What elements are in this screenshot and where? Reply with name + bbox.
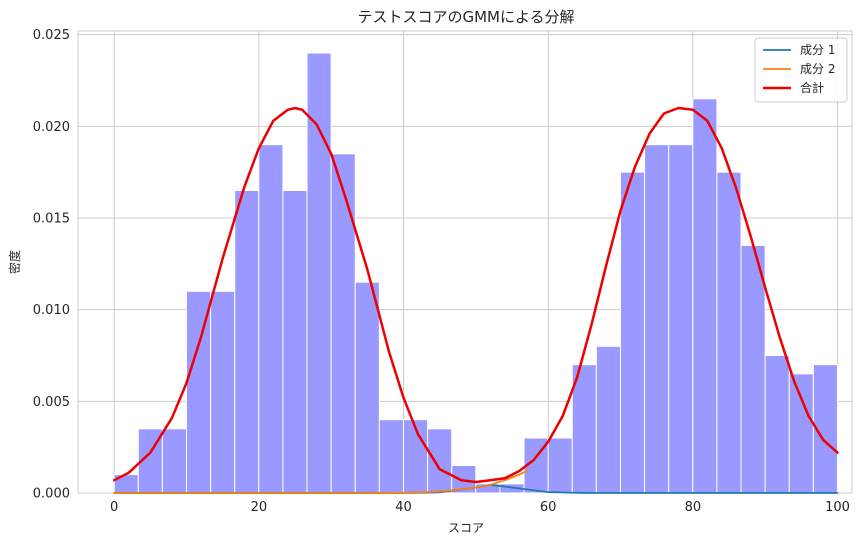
y-tick-label: 0.000 bbox=[33, 487, 70, 502]
histogram-bar bbox=[258, 144, 284, 494]
histogram-bar bbox=[402, 419, 429, 494]
histogram-bar bbox=[378, 419, 404, 494]
histogram-bar bbox=[354, 281, 380, 494]
histogram-bar bbox=[547, 437, 573, 494]
legend-label: 成分 2 bbox=[800, 62, 835, 76]
histogram-bar bbox=[619, 171, 646, 494]
histogram-bar bbox=[764, 355, 790, 494]
histogram-bar bbox=[644, 144, 670, 494]
histogram-bar bbox=[427, 428, 453, 494]
series-line-3 bbox=[112, 106, 839, 484]
histogram-bar bbox=[668, 144, 694, 494]
histogram-bar bbox=[740, 245, 766, 494]
x-tick-label: 20 bbox=[251, 500, 268, 515]
legend: 成分 1 成分 2 合計 bbox=[754, 37, 848, 103]
legend-label: 成分 1 bbox=[800, 43, 835, 57]
histogram-bar bbox=[595, 345, 621, 494]
histogram-bar bbox=[185, 290, 212, 494]
x-tick-label: 100 bbox=[825, 500, 850, 515]
y-tick-label: 0.020 bbox=[33, 120, 70, 135]
plot-area: 0 20 40 60 80 100 0.000 0.005 0.010 0.015 0.020 0.0… bbox=[33, 28, 853, 515]
histogram-bar bbox=[716, 171, 742, 494]
series-line-2 bbox=[113, 470, 528, 494]
y-tick-label: 0.015 bbox=[33, 212, 70, 227]
histogram-bar bbox=[788, 373, 814, 494]
x-tick-label: 60 bbox=[540, 500, 557, 515]
legend-box bbox=[754, 37, 848, 103]
histogram-bar bbox=[692, 98, 718, 494]
legend-label: 合計 bbox=[800, 80, 824, 95]
y-tick-label: 0.010 bbox=[33, 303, 70, 318]
chart-title: テストスコアのGMMによる分解 bbox=[357, 8, 574, 26]
x-axis-label: スコア bbox=[448, 521, 484, 535]
x-tick-label: 80 bbox=[685, 500, 702, 515]
histogram-bar bbox=[571, 364, 597, 494]
y-axis-label: 密度 bbox=[7, 250, 22, 274]
histogram-bar bbox=[161, 428, 187, 494]
y-tick-label: 0.025 bbox=[33, 28, 70, 43]
histogram-bar bbox=[210, 290, 236, 494]
x-tick-label: 0 bbox=[110, 500, 118, 515]
histogram-bar bbox=[282, 190, 308, 494]
histogram-bar bbox=[234, 190, 260, 494]
y-tick-label: 0.005 bbox=[33, 395, 70, 410]
histogram-bar bbox=[330, 153, 356, 494]
x-tick-label: 40 bbox=[395, 500, 412, 515]
